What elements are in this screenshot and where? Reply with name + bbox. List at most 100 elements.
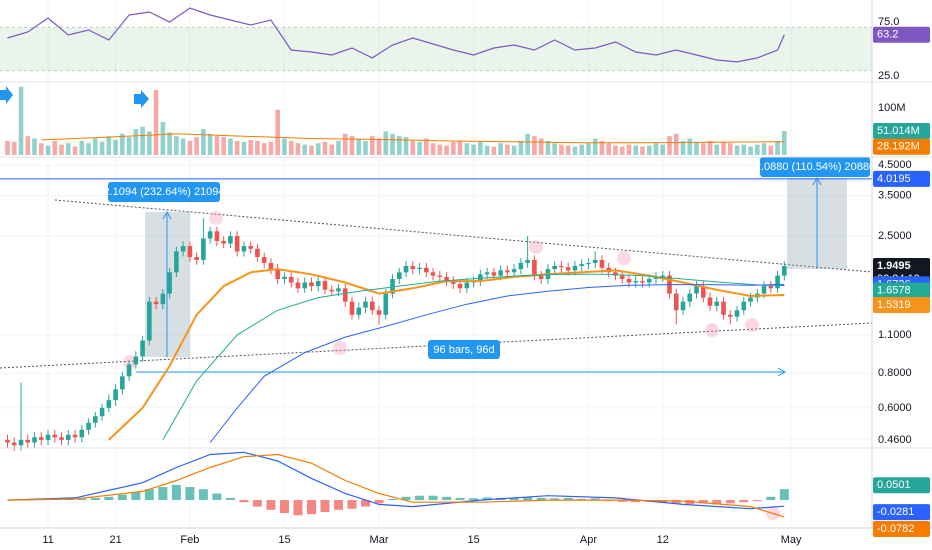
volume-ma — [41, 133, 785, 144]
axis-tag: 0.0501 — [877, 479, 911, 491]
candle-body — [586, 262, 591, 265]
macd-histogram-bar — [131, 492, 141, 501]
macd-histogram-bar — [536, 497, 546, 501]
volume-bar — [660, 144, 666, 155]
macd-histogram-bar — [333, 500, 343, 510]
axis-tag-bg — [873, 282, 930, 299]
candle-body — [707, 297, 713, 306]
macd-histogram-bar — [739, 500, 749, 503]
candle-body — [430, 272, 436, 276]
candle-body — [673, 293, 679, 311]
axis-tag: 28.192M — [877, 141, 920, 153]
candle-body — [160, 293, 166, 305]
volume-bar — [700, 143, 706, 155]
macd-histogram-bar — [550, 498, 560, 501]
volume-bar — [126, 137, 132, 155]
candle-body — [538, 275, 544, 279]
axis-tag-bg — [873, 477, 930, 494]
macd-histogram-bar — [293, 500, 303, 516]
candle-body — [727, 314, 733, 317]
measure-label-bg — [108, 182, 220, 202]
candle-body — [782, 265, 787, 276]
volume-bar — [207, 133, 213, 155]
macd-histogram-bar — [361, 500, 371, 507]
highlight — [333, 341, 347, 355]
candle-body — [626, 278, 632, 283]
candle-body — [342, 288, 348, 302]
candle-body — [180, 246, 186, 252]
volume-bar — [295, 143, 301, 155]
candle-body — [525, 259, 530, 263]
candle-body — [93, 416, 98, 423]
volume-bar — [646, 145, 652, 155]
volume-bar — [694, 141, 699, 155]
volume-bar — [349, 136, 355, 155]
volume-bar — [471, 144, 476, 155]
macd-histogram-bar — [469, 498, 479, 501]
candle-body — [498, 270, 503, 276]
candle-body — [369, 301, 375, 311]
volume-bar — [275, 109, 280, 155]
macd-histogram-bar — [617, 500, 627, 502]
x-tick-label: 15 — [467, 534, 479, 546]
x-tick-label: Feb — [180, 534, 199, 546]
volume-bar — [390, 133, 395, 155]
volume-bar — [734, 145, 740, 155]
volume-bar — [498, 143, 503, 155]
candle-body — [478, 274, 483, 282]
y-tick-label: 0.6000 — [878, 402, 912, 414]
axis-tag-bg — [873, 521, 930, 538]
volume-bar — [484, 145, 490, 155]
volume-bar — [302, 144, 308, 155]
candle-body — [288, 276, 294, 283]
volume-bar — [167, 132, 172, 155]
candle-body — [734, 310, 740, 317]
candle-body — [120, 376, 125, 390]
volume-bar — [322, 141, 328, 155]
volume-bar — [25, 136, 31, 155]
candle-body — [25, 439, 31, 443]
volume-bar — [491, 146, 497, 155]
axis-tag: 51.014M — [877, 125, 920, 137]
volume-bar — [65, 143, 71, 155]
macd-histogram-bar — [415, 495, 425, 501]
volume-bar — [282, 138, 287, 155]
candle-body — [261, 257, 267, 263]
macd-histogram-bar — [442, 496, 452, 501]
volume-bar — [457, 140, 463, 155]
volume-bar — [11, 141, 17, 155]
volume-bar — [478, 141, 483, 155]
volume-bar — [613, 145, 618, 155]
macd-histogram-bar — [198, 489, 208, 501]
volume-bar — [106, 136, 112, 155]
candle-body — [484, 272, 490, 275]
candle-body — [356, 307, 362, 315]
candle-body — [559, 265, 564, 268]
trend-line — [54, 199, 873, 273]
volume-bar — [99, 141, 105, 155]
candle-body — [214, 231, 220, 241]
arrow-head — [162, 210, 172, 220]
candle-body — [106, 400, 112, 408]
candle-body — [444, 276, 449, 282]
macd-histogram-bar — [212, 493, 222, 501]
candle-body — [45, 434, 51, 440]
axis-tag-bg — [873, 122, 930, 139]
volume-bar — [342, 133, 348, 155]
candle-body — [113, 389, 118, 401]
candle-body — [221, 240, 226, 244]
volume-bar — [511, 145, 517, 155]
macd-histogram-bar — [63, 499, 73, 501]
volume-bar — [147, 131, 152, 155]
volume-bar — [505, 144, 510, 155]
volume-bar — [336, 140, 341, 155]
highlight — [529, 240, 543, 254]
measure-label: 2.0880 (110.54%) 20880 — [755, 161, 875, 173]
macd-histogram-bar — [482, 497, 492, 501]
volume-bar — [532, 136, 537, 155]
macd-histogram-bar — [509, 497, 519, 501]
candle-body — [315, 281, 321, 287]
candle-body — [140, 340, 145, 357]
macd-histogram-bar — [77, 498, 87, 501]
candle-body — [457, 283, 463, 289]
